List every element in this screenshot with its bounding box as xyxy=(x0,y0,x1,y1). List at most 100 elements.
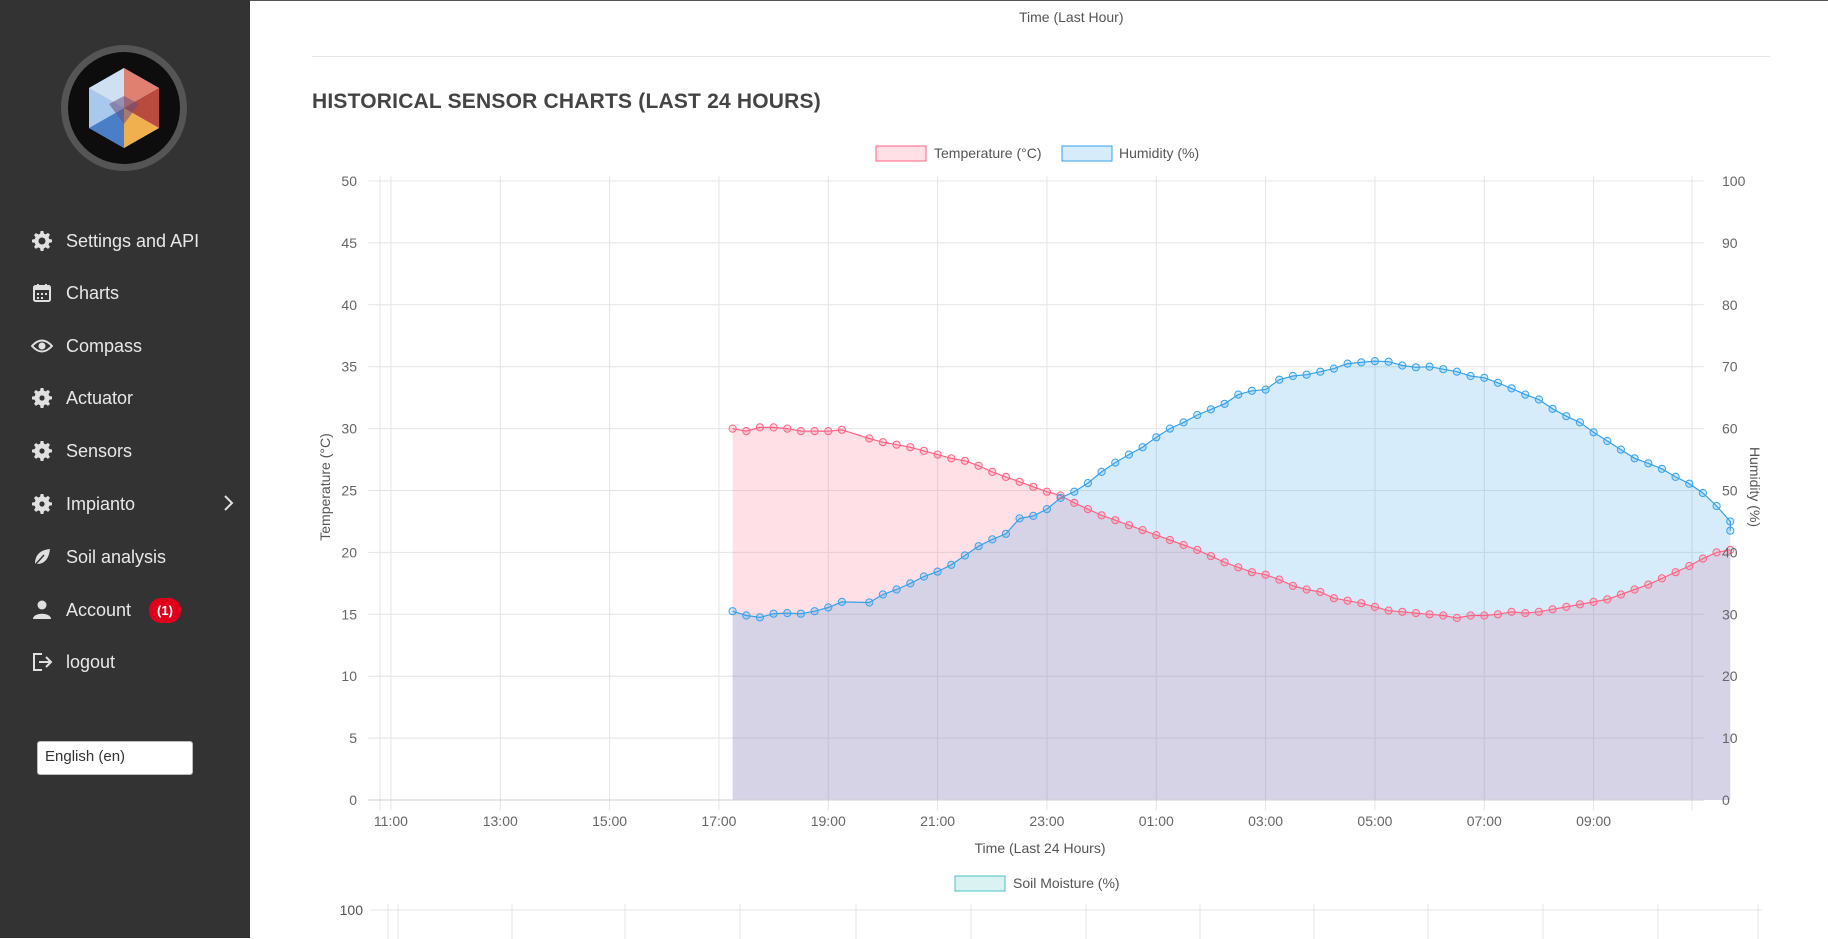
data-point xyxy=(892,585,901,594)
sidebar-item-impianto[interactable]: Impianto xyxy=(30,484,242,524)
data-point xyxy=(1015,477,1024,486)
sidebar-item-logout[interactable]: logout xyxy=(30,642,242,682)
data-point xyxy=(1630,585,1639,594)
page-title: HISTORICAL SENSOR CHARTS (LAST 24 HOURS) xyxy=(312,90,821,113)
y-tick-left: 30 xyxy=(341,421,357,437)
gear-icon xyxy=(30,386,54,410)
data-point xyxy=(1179,418,1188,427)
data-point xyxy=(1562,602,1571,612)
x-tick-label: 21:00 xyxy=(920,813,955,829)
data-point xyxy=(1589,428,1598,437)
language-select[interactable]: English (en) xyxy=(37,741,193,775)
sidebar-item-account[interactable]: Account (1) xyxy=(30,590,242,630)
gear-icon xyxy=(30,229,54,253)
data-point xyxy=(1097,467,1106,476)
main-content: Time (Last Hour) HISTORICAL SENSOR CHART… xyxy=(250,0,1828,939)
y-tick-left: 0 xyxy=(349,792,357,808)
data-point xyxy=(1603,436,1612,446)
legend-label-temperature[interactable]: Temperature (°C) xyxy=(934,145,1042,161)
y-axis-label-right: Humidity (%) xyxy=(1747,447,1763,527)
logo[interactable] xyxy=(61,45,187,171)
divider xyxy=(312,56,1770,57)
sidebar-item-settings[interactable]: Settings and API xyxy=(30,221,242,261)
data-point xyxy=(769,609,778,618)
gear-icon xyxy=(30,492,54,516)
data-point xyxy=(1452,613,1462,623)
data-point xyxy=(1138,526,1147,535)
legend-label-soil-moisture[interactable]: Soil Moisture (%) xyxy=(1013,875,1120,891)
x-axis-label: Time (Last 24 Hours) xyxy=(975,840,1106,856)
data-point xyxy=(810,607,819,616)
data-point xyxy=(1521,609,1530,618)
data-point xyxy=(1657,464,1667,473)
data-point xyxy=(1261,570,1270,579)
sidebar-item-actuator[interactable]: Actuator xyxy=(30,378,242,418)
legend-label-humidity[interactable]: Humidity (%) xyxy=(1119,145,1199,161)
data-point xyxy=(1616,590,1626,599)
data-point xyxy=(1220,399,1229,408)
sidebar-item-label: logout xyxy=(66,651,116,672)
data-point xyxy=(824,603,833,612)
sidebar-item-sensors[interactable]: Sensors xyxy=(30,431,242,471)
data-point xyxy=(1015,514,1024,523)
data-point xyxy=(1698,488,1708,498)
data-point xyxy=(1452,367,1462,376)
legend-swatch-humidity[interactable] xyxy=(1061,145,1113,162)
data-point xyxy=(1384,606,1393,615)
data-point xyxy=(1029,482,1038,491)
data-point xyxy=(960,551,970,560)
data-point xyxy=(1480,611,1489,620)
legend-swatch-temperature[interactable] xyxy=(875,145,927,162)
data-point xyxy=(1521,390,1530,399)
data-point xyxy=(1111,458,1120,467)
data-point xyxy=(933,450,942,459)
sidebar-item-label: Sensors xyxy=(66,440,133,461)
y-tick-right: 10 xyxy=(1722,730,1738,746)
data-point xyxy=(1398,361,1407,370)
data-point xyxy=(1439,365,1448,374)
data-point xyxy=(906,579,915,588)
data-point xyxy=(1357,599,1366,608)
x-tick-label: 05:00 xyxy=(1357,813,1392,829)
data-point xyxy=(1288,371,1298,381)
legend-swatch-soil-moisture[interactable] xyxy=(954,875,1006,892)
y-tick-right: 50 xyxy=(1722,483,1738,499)
sidebar-item-label: Impianto xyxy=(66,493,136,514)
data-point xyxy=(1165,424,1175,433)
data-point xyxy=(1029,511,1038,521)
chart-lines xyxy=(732,360,1731,619)
data-point xyxy=(1070,498,1079,507)
data-point xyxy=(728,424,737,433)
data-point xyxy=(1193,410,1202,420)
sidebar-item-label: Soil analysis xyxy=(66,546,167,567)
data-point xyxy=(1042,505,1052,514)
data-point xyxy=(1726,545,1735,555)
data-point xyxy=(947,560,956,569)
data-point xyxy=(1206,405,1216,414)
data-point xyxy=(1493,610,1503,619)
chart-points xyxy=(728,357,1735,623)
previous-chart-x-axis-label: Time (Last Hour) xyxy=(1019,9,1124,25)
data-point xyxy=(1138,443,1147,452)
data-point xyxy=(1152,433,1161,442)
y-tick-right: 90 xyxy=(1722,235,1738,251)
data-point xyxy=(1001,472,1011,481)
data-point xyxy=(1001,529,1011,538)
data-point xyxy=(1070,487,1079,496)
chevron-right-icon[interactable] xyxy=(222,494,234,517)
series-area xyxy=(732,427,1731,800)
data-point xyxy=(878,590,888,599)
next-chart-y-tick: 100 xyxy=(340,902,364,918)
sidebar-item-charts[interactable]: Charts xyxy=(30,273,242,313)
data-point xyxy=(1288,581,1298,590)
chart-axes: 0 0 5 10 10 20 15 30 20 40 25 50 30 60 35 70 40 80 45 90 50 1… xyxy=(341,173,1745,829)
data-point xyxy=(1534,607,1544,616)
data-point xyxy=(1398,607,1407,616)
data-point xyxy=(892,440,901,449)
y-axis-label-left: Temperature (°C) xyxy=(317,433,333,541)
sidebar-item-compass[interactable]: Compass xyxy=(30,326,242,366)
y-tick-left: 10 xyxy=(341,668,357,684)
sidebar-item-soil-analysis[interactable]: Soil analysis xyxy=(30,537,242,577)
leaf-icon xyxy=(30,545,54,569)
data-point xyxy=(1548,605,1557,614)
